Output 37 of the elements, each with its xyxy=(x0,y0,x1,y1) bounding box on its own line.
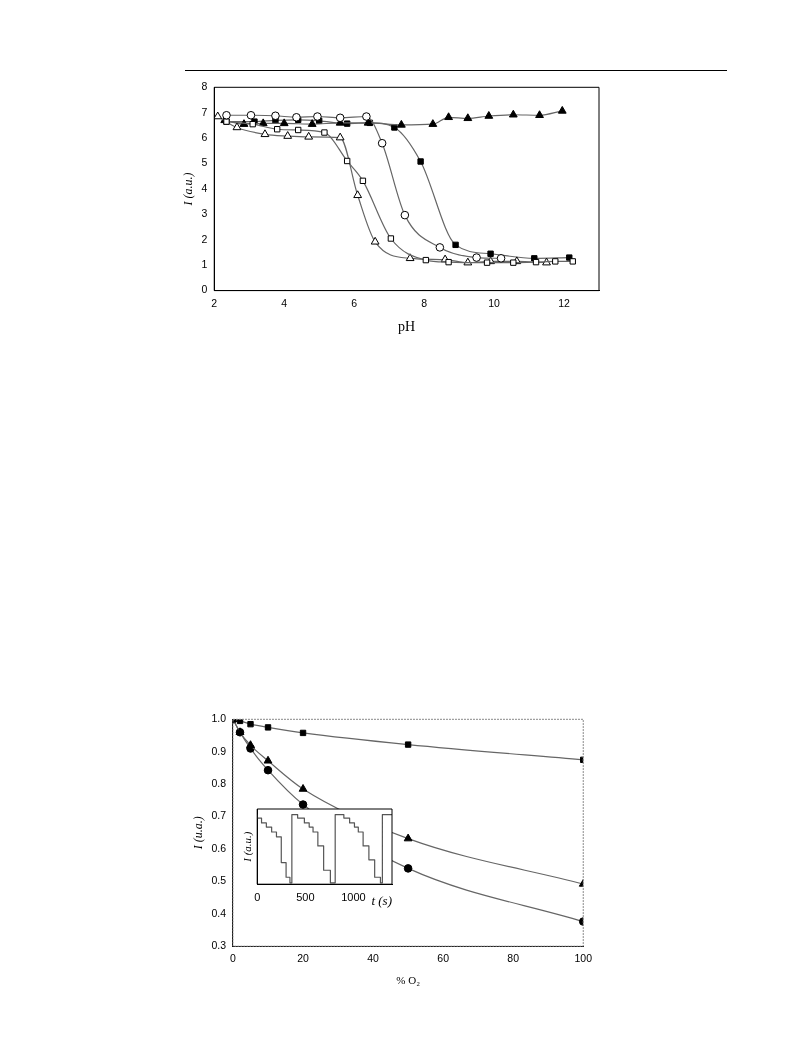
y-tick-label: 3 xyxy=(201,207,208,220)
x-tick-label: 40 xyxy=(367,952,380,965)
y-tick-label: 0.4 xyxy=(211,906,227,919)
x-tick-label: 0 xyxy=(254,890,261,903)
x-tick-label: 4 xyxy=(281,296,288,309)
y-tick-label: 6 xyxy=(201,131,208,144)
y-tick-label: 0.9 xyxy=(211,744,227,757)
x-tick-label: 6 xyxy=(351,296,358,309)
y-tick-label: 4 xyxy=(201,181,208,194)
x-tick-label: 60 xyxy=(437,952,450,965)
x-tick-label: 1000 xyxy=(341,890,366,903)
x-axis-title: pH xyxy=(398,319,416,335)
x-tick-label: 12 xyxy=(558,296,571,309)
y-tick-label: 1.0 xyxy=(211,712,227,725)
x-axis-title: t (s) xyxy=(371,892,392,908)
y-axis-title: I (a.u.) xyxy=(241,831,255,863)
x-tick-label: 20 xyxy=(297,952,310,965)
x-tick-label: 80 xyxy=(507,952,520,965)
y-tick-label: 0.3 xyxy=(211,939,227,952)
y-tick-label: 1 xyxy=(201,258,208,271)
x-axis-title: % O₂ xyxy=(396,974,421,987)
y-tick-label: 2 xyxy=(201,232,208,245)
y-tick-label: 0.6 xyxy=(211,841,227,854)
y-axis-title: I (a.u.) xyxy=(181,172,196,207)
x-tick-label: 10 xyxy=(488,296,501,309)
y-tick-label: 7 xyxy=(201,105,208,118)
y-axis-title: I (u.a.) xyxy=(191,816,206,851)
x-tick-label: 500 xyxy=(296,890,315,903)
y-tick-label: 5 xyxy=(201,156,208,169)
y-tick-label: 0 xyxy=(201,283,208,296)
y-tick-label: 8 xyxy=(201,80,208,93)
x-tick-label: 0 xyxy=(230,952,237,965)
y-tick-label: 0.5 xyxy=(211,874,227,887)
x-tick-label: 8 xyxy=(421,296,428,309)
y-tick-label: 0.8 xyxy=(211,777,227,790)
x-tick-label: 100 xyxy=(574,952,593,965)
y-tick-label: 0.7 xyxy=(211,809,227,822)
